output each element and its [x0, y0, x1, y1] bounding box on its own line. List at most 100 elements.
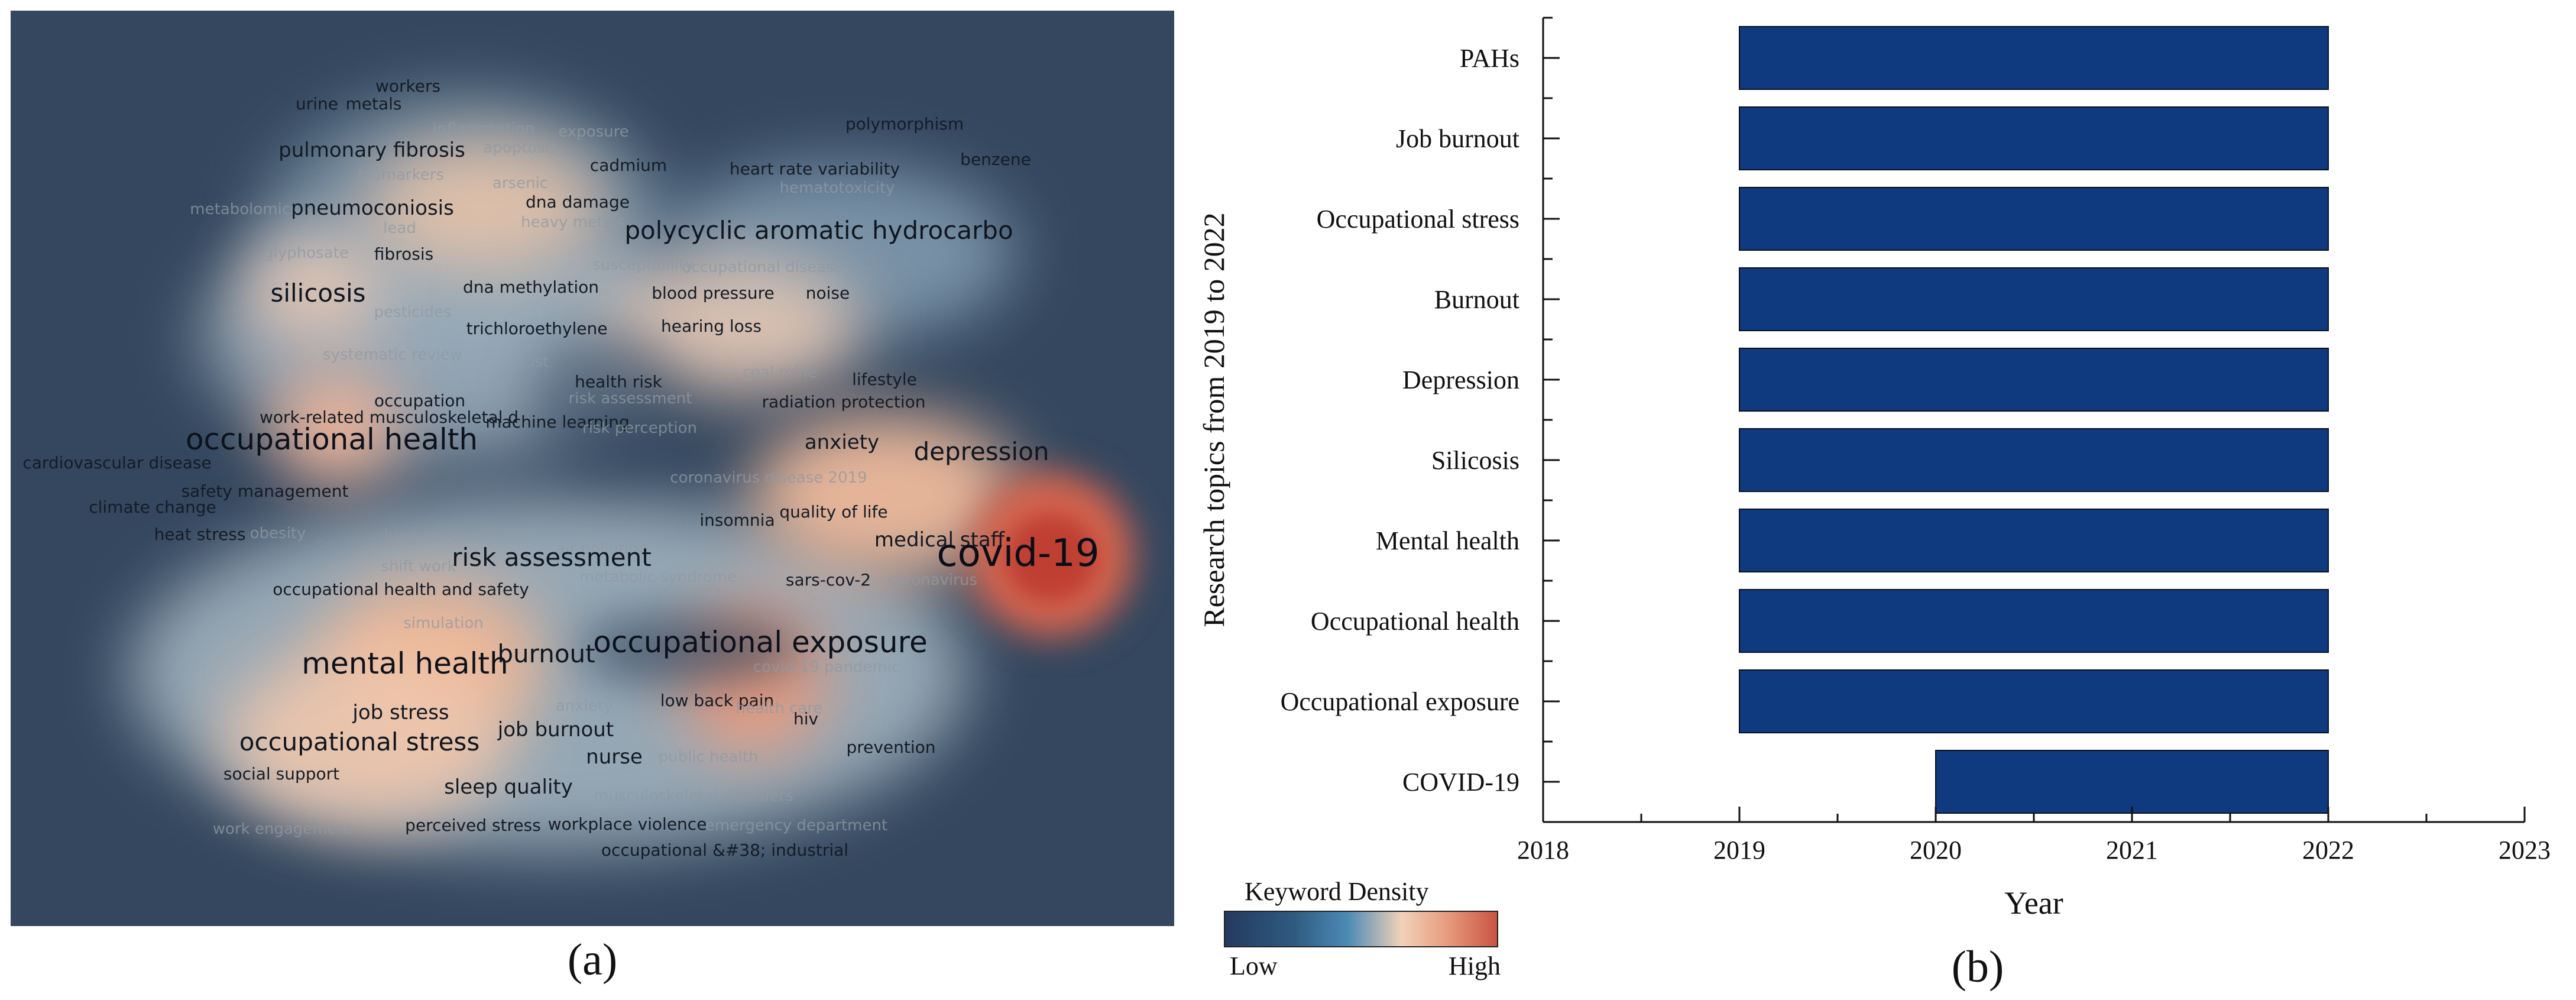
- x-tick-label: 2019: [1713, 836, 1765, 865]
- keyword-label: heat stress: [154, 525, 246, 544]
- keyword-label: lung cancer: [384, 527, 475, 545]
- panel-b-caption: (b): [1952, 942, 2004, 992]
- keyword-label: glyphosate: [264, 244, 349, 262]
- keyword-label: dna methylation: [463, 277, 599, 297]
- keyword-label: prevention: [846, 737, 936, 757]
- keyword-label: low back pain: [660, 691, 775, 710]
- y-tick-label: Job burnout: [1396, 124, 1519, 153]
- keyword-label: occupation: [374, 391, 466, 410]
- keyword-label: air pollution: [556, 540, 648, 558]
- keyword-label: biomarkers: [358, 166, 444, 184]
- density-blob: [271, 371, 401, 484]
- bar-burnout: [1739, 267, 2329, 332]
- keyword-label: burnout: [497, 639, 595, 668]
- keyword-label: interaction: [477, 523, 561, 541]
- keyword-label: occupational health: [185, 422, 478, 457]
- keyword-label: apoptosis: [483, 139, 558, 157]
- keyword-label: medical staff: [874, 528, 1005, 552]
- density-blob: [531, 330, 685, 472]
- keyword-density-map: workers urine metals polymorphism inflammati…: [11, 11, 1174, 926]
- research-topics-chart: PAHs Job burnout Occupational stress Burnou…: [1197, 17, 2551, 992]
- legend-title: Keyword Density: [1245, 877, 1429, 906]
- keyword-label: work engagement: [212, 820, 353, 838]
- keyword-label: shift work: [381, 558, 456, 575]
- y-tick-label: Occupational exposure: [1281, 687, 1519, 716]
- keyword-label: sleep quality: [444, 775, 573, 799]
- y-tick-label: COVID-19: [1402, 768, 1519, 797]
- y-axis-title: Research topics from 2019 to 2022: [1197, 212, 1230, 627]
- keyword-label: heart rate variability: [729, 159, 900, 179]
- keyword-label: risk perception: [582, 419, 697, 437]
- keyword-label: coronavirus: [887, 571, 977, 589]
- bar-mental-health: [1739, 508, 2329, 573]
- keyword-label: arsenic: [492, 174, 549, 192]
- y-tick-label: Occupational stress: [1317, 205, 1519, 234]
- keyword-label: cardiovascular disease: [22, 453, 212, 473]
- keyword-label: coal mine: [742, 364, 818, 381]
- keyword-label: inflammation: [432, 120, 535, 138]
- keyword-label: blood pressure: [652, 283, 775, 303]
- keyword-label: dna damage: [526, 192, 630, 212]
- keyword-label: polymorphism: [845, 114, 964, 134]
- keyword-label: dust: [515, 353, 549, 371]
- keyword-label: exposure: [558, 123, 629, 141]
- y-tick-label: Silicosis: [1431, 446, 1519, 475]
- keyword-label: hematotoxicity: [779, 179, 895, 197]
- keyword-label: workplace violence: [547, 814, 707, 834]
- keyword-label: pneumoconiosis: [291, 196, 454, 220]
- bar-covid-19: [1935, 749, 2329, 814]
- keyword-label: metabolomics: [190, 200, 299, 218]
- y-tick-label: Occupational health: [1311, 607, 1519, 636]
- keyword-label: fibrosis: [374, 244, 434, 264]
- keyword-label: pesticides: [374, 303, 452, 321]
- keyword-label: mental health: [302, 646, 508, 681]
- keyword-label: metals: [345, 94, 402, 114]
- keyword-label: noise: [805, 283, 850, 303]
- keyword-label: quality of life: [779, 502, 888, 522]
- keyword-label: polycyclic aromatic hydrocarbo: [624, 216, 1013, 245]
- keyword-label: health care: [735, 700, 823, 717]
- density-blob: [1004, 513, 1099, 602]
- keyword-label: public health: [658, 748, 759, 766]
- keyword-label: anxiety: [555, 697, 613, 715]
- keyword-label: hiv: [793, 709, 819, 729]
- keyword-label: risk assessment: [452, 543, 652, 572]
- legend-low-label: Low: [1230, 952, 1278, 980]
- keyword-label: risk assessment: [568, 390, 692, 407]
- x-tick-label: 2021: [2106, 836, 2158, 865]
- keyword-label: anxiety: [804, 431, 880, 454]
- density-blob: [223, 649, 507, 827]
- bar-occupational-health: [1739, 588, 2329, 653]
- keyword-label: covid-19 pandemic: [753, 658, 900, 676]
- keyword-label: insomnia: [699, 510, 775, 530]
- keyword-label: silicosis: [270, 279, 366, 308]
- keyword-label: sars-cov-2: [785, 570, 871, 590]
- density-blob: [365, 141, 602, 271]
- y-tick-label: Depression: [1402, 365, 1519, 394]
- keyword-label: health risk: [575, 372, 662, 391]
- keyword-label: covid-19: [937, 532, 1100, 575]
- keyword-label: cadmium: [589, 156, 668, 175]
- x-tick-label: 2020: [1910, 836, 1962, 865]
- keyword-label: occupational disease: [682, 258, 844, 276]
- bar-depression: [1739, 347, 2329, 412]
- keyword-label: lead: [383, 219, 416, 237]
- bar-occupational-exposure: [1739, 669, 2329, 734]
- keyword-label: lifestyle: [852, 370, 917, 389]
- keyword-label: job burnout: [497, 718, 614, 742]
- bar-silicosis: [1739, 428, 2329, 493]
- y-tick-label: PAHs: [1460, 44, 1519, 73]
- keyword-label: climate change: [89, 497, 216, 517]
- keyword-label: occupational &#38; industrial: [601, 840, 849, 860]
- x-tick-label: 2022: [2302, 836, 2354, 865]
- keyword-label: systematic review: [323, 346, 462, 364]
- x-tick-label: 2018: [1517, 836, 1569, 865]
- bar-job-burnout: [1739, 106, 2329, 171]
- density-blob: [247, 241, 383, 342]
- keyword-label: machine learning: [485, 412, 630, 432]
- keyword-label: emergency department: [705, 817, 888, 834]
- panel-a-caption: (a): [567, 935, 618, 985]
- keyword-label: simulation: [403, 614, 484, 632]
- legend-high-label: High: [1449, 952, 1501, 980]
- y-tick-label: Burnout: [1434, 285, 1519, 314]
